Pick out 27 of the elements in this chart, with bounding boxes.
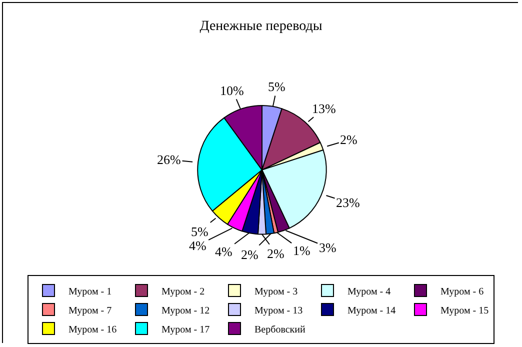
data-label: 26%: [157, 152, 181, 167]
data-label: 4%: [215, 244, 232, 259]
legend-label: Муром - 7: [68, 305, 112, 316]
legend-label: Муром - 1: [68, 286, 112, 298]
data-label: 23%: [336, 195, 360, 210]
data-label: 4%: [189, 238, 206, 253]
data-label: 10%: [220, 83, 244, 98]
legend-label: Муром - 15: [440, 305, 489, 316]
legend-label: Муром - 17: [162, 324, 210, 336]
data-label: 5%: [268, 79, 286, 94]
data-label: 2%: [241, 247, 258, 262]
legend-label: Муром - 4: [348, 286, 391, 298]
data-label: 13%: [312, 101, 336, 116]
legend-label: Вербовский: [254, 324, 306, 336]
legend-label: Муром - 12: [162, 305, 210, 316]
data-label: 2%: [267, 246, 284, 261]
legend-label: Муром - 16: [68, 324, 117, 336]
data-label: 5%: [191, 224, 208, 239]
chart-title: Денежные переводы: [200, 18, 323, 34]
data-label: 2%: [340, 132, 358, 147]
legend-label: Муром - 6: [440, 286, 484, 298]
legend-label: Муром - 2: [162, 286, 205, 298]
data-label: 3%: [319, 240, 336, 255]
legend-label: Муром - 13: [254, 305, 303, 316]
data-label: 1%: [293, 243, 310, 258]
legend-label: Муром - 14: [348, 305, 396, 316]
legend-label: Муром - 3: [254, 286, 298, 298]
